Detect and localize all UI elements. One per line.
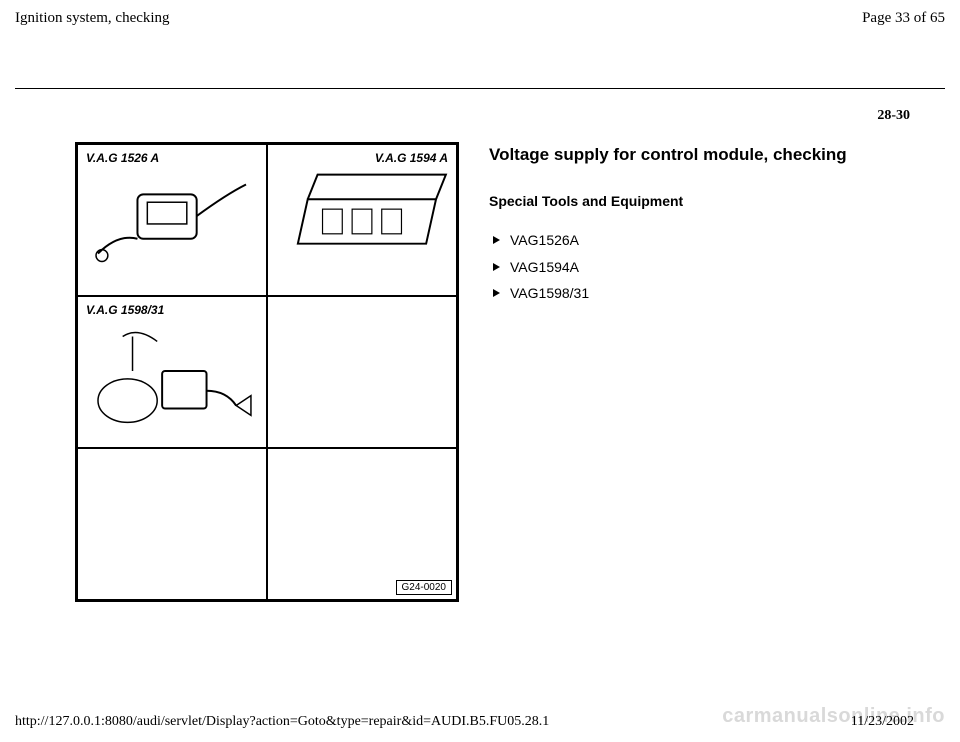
text-column: Voltage supply for control module, check… (489, 142, 915, 602)
document-title: Ignition system, checking (15, 10, 170, 27)
section-number: 28-30 (877, 108, 910, 124)
tool-list-item: VAG1526A (489, 227, 915, 254)
footer-url: http://127.0.0.1:8080/audi/servlet/Displ… (15, 714, 549, 730)
tools-figure-grid: V.A.G 1526 A V.A.G 1594 A (75, 142, 459, 602)
header-rule (15, 88, 945, 89)
page-number: Page 33 of 65 (862, 10, 945, 27)
tool-list-item: VAG1598/31 (489, 280, 915, 307)
figure-reference: G24-0020 (396, 580, 452, 595)
tool-list-item: VAG1594A (489, 254, 915, 281)
figure-cell-1: V.A.G 1526 A (77, 144, 267, 296)
figure-cell-4 (267, 296, 457, 448)
section-heading: Voltage supply for control module, check… (489, 144, 915, 165)
figure-cell-6: G24-0020 (267, 448, 457, 600)
page: Ignition system, checking Page 33 of 65 … (0, 0, 960, 742)
figure-cell-2: V.A.G 1594 A (267, 144, 457, 296)
footer-date: 11/23/2002 (851, 714, 914, 730)
figure-cell-3-art (78, 297, 266, 447)
header: Ignition system, checking Page 33 of 65 (15, 10, 945, 27)
figure-cell-2-art (268, 145, 456, 295)
content-row: V.A.G 1526 A V.A.G 1594 A (75, 142, 915, 602)
figure-cell-1-art (78, 145, 266, 295)
tool-list: VAG1526A VAG1594A VAG1598/31 (489, 227, 915, 307)
section-subheading: Special Tools and Equipment (489, 193, 915, 209)
figure-cell-5 (77, 448, 267, 600)
figure-cell-3: V.A.G 1598/31 (77, 296, 267, 448)
